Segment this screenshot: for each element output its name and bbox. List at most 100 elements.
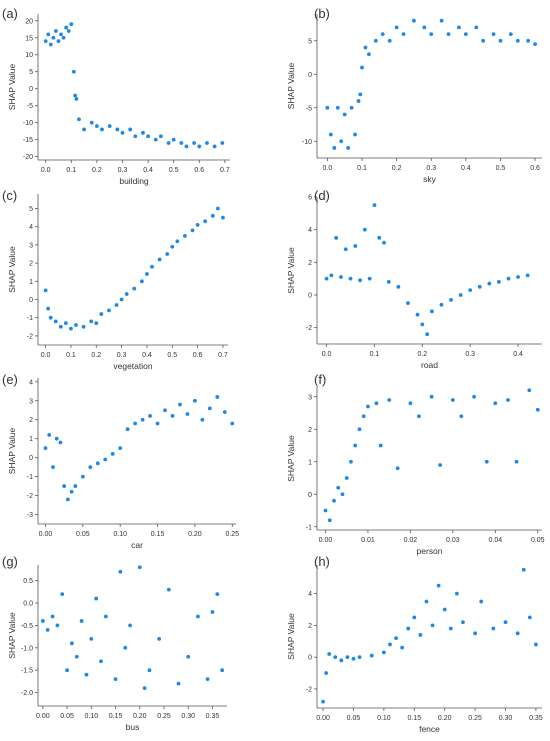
data-point	[77, 117, 81, 122]
data-point	[46, 306, 51, 311]
data-point	[88, 465, 93, 470]
x-tick-label: 0.35	[529, 715, 543, 722]
data-point	[212, 144, 217, 149]
data-point	[128, 623, 132, 628]
data-point	[454, 591, 459, 596]
data-point	[166, 587, 171, 592]
data-point	[125, 427, 130, 432]
x-tick-label: 0.00	[319, 537, 333, 544]
data-point	[324, 276, 329, 281]
data-point	[176, 681, 181, 686]
data-point	[107, 308, 111, 313]
y-tick-label: 5	[308, 38, 312, 45]
data-point	[192, 141, 197, 145]
x-tick-label: 0.03	[446, 537, 460, 544]
y-axis-label: SHAP Value	[7, 246, 17, 293]
data-point	[508, 32, 513, 36]
data-point	[378, 443, 383, 448]
data-point	[339, 658, 344, 663]
data-point	[64, 25, 69, 30]
y-tick-label: -20	[23, 154, 33, 161]
scatter-panel: (a) 0.0 0.1 0.2 0.3 0.4 0.5 0.6 0.7 -20 -15 -10 -5 0 5…	[2, 6, 230, 186]
data-point	[521, 567, 526, 572]
data-point	[55, 623, 60, 628]
data-point	[503, 620, 508, 625]
data-point	[50, 614, 55, 619]
x-tick-label: 0.7	[220, 167, 230, 174]
x-tick-label: 0.02	[404, 537, 418, 544]
x-axis-label: car	[131, 540, 143, 550]
data-point	[53, 319, 58, 324]
data-point	[516, 275, 520, 279]
x-axis-label: vegetation	[113, 361, 152, 371]
data-point	[94, 321, 99, 326]
data-point	[408, 401, 413, 406]
x-tick-label: 0.30	[499, 715, 513, 722]
data-point	[515, 38, 520, 43]
data-point	[349, 459, 353, 464]
data-point	[133, 421, 138, 426]
data-point	[418, 633, 423, 637]
data-point	[132, 286, 137, 291]
data-point	[360, 65, 364, 70]
data-point	[332, 146, 337, 150]
x-axis-label: bus	[126, 722, 140, 732]
data-point	[429, 32, 434, 36]
data-point	[69, 22, 74, 27]
data-point	[394, 636, 398, 640]
x-tick-label: 0.10	[84, 713, 98, 720]
x-tick-label: 0.0	[323, 165, 333, 172]
data-point	[74, 654, 79, 659]
y-axis-label: SHAP Value	[286, 62, 296, 109]
data-point	[406, 301, 410, 306]
x-tick-label: 0.4	[513, 351, 523, 358]
data-point	[56, 39, 61, 44]
data-point	[333, 655, 338, 660]
data-point	[400, 645, 405, 650]
data-point	[58, 324, 63, 329]
data-point	[51, 465, 55, 470]
x-tick-label: 0.0	[322, 351, 332, 358]
data-point	[89, 319, 94, 324]
data-point	[429, 394, 434, 399]
y-tick-label: 0	[308, 655, 312, 662]
data-point	[84, 672, 89, 677]
y-tick-label: -10	[302, 139, 312, 146]
data-point	[446, 32, 451, 36]
data-point	[436, 583, 441, 588]
data-point	[215, 395, 220, 399]
y-tick-label: 2	[308, 623, 312, 630]
data-point	[140, 417, 145, 422]
y-tick-label: -3	[27, 512, 33, 519]
scatter-panel: (h) 0.00 0.05 0.10 0.15 0.20 0.25 0.30 0.35 -2 0 2 4…	[286, 554, 543, 734]
x-tick-label: 0.20	[188, 531, 202, 538]
data-point	[477, 284, 482, 289]
data-point	[65, 668, 69, 673]
data-point	[458, 293, 463, 297]
y-tick-label: 1	[29, 436, 33, 443]
data-point	[59, 32, 63, 37]
data-point	[394, 25, 399, 30]
data-point	[43, 446, 48, 451]
scatter-panel: (f) 0.00 0.01 0.02 0.03 0.04 0.05 -1 0 1 2 3 person S…	[286, 372, 545, 556]
scatter-panel: (b) 0.0 0.1 0.2 0.3 0.4 0.5 0.6 -10 -5 0 5 sky SHAP V…	[286, 6, 542, 184]
data-point	[380, 32, 385, 36]
data-point	[345, 655, 350, 660]
data-point	[89, 636, 94, 641]
data-point	[487, 281, 492, 286]
data-point	[118, 446, 123, 451]
data-point	[220, 141, 225, 145]
y-tick-label: -0.5	[21, 623, 33, 630]
data-point	[157, 636, 162, 641]
x-tick-label: 0.10	[377, 715, 391, 722]
data-point	[45, 628, 50, 632]
data-point	[210, 610, 215, 614]
data-point	[60, 592, 65, 596]
x-tick-label: 0.15	[407, 715, 421, 722]
data-point	[406, 626, 411, 631]
y-tick-label: 3	[29, 242, 33, 249]
data-point	[343, 247, 348, 252]
data-point	[353, 132, 357, 137]
data-point	[43, 288, 48, 293]
y-tick-label: 0	[308, 72, 312, 79]
